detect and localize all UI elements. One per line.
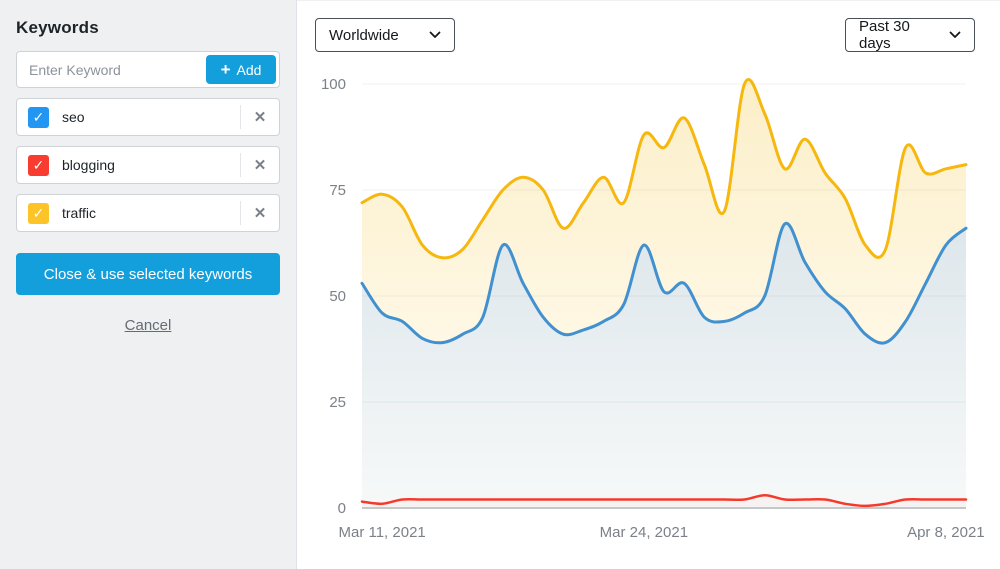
region-dropdown-value: Worldwide — [329, 26, 399, 44]
cancel-link[interactable]: Cancel — [124, 317, 172, 334]
keyword-checkbox[interactable]: ✓ — [28, 106, 49, 128]
keyword-row: ✓ traffic ✕ — [16, 194, 280, 232]
add-keyword-button[interactable]: + Add — [206, 55, 276, 84]
remove-keyword-button[interactable]: ✕ — [241, 195, 279, 231]
remove-keyword-button[interactable]: ✕ — [241, 99, 279, 135]
check-icon: ✓ — [32, 108, 45, 125]
row-divider — [240, 105, 241, 129]
plus-icon: + — [220, 59, 231, 79]
date-range-dropdown-value: Past 30 days — [859, 18, 910, 52]
panel-title: Keywords — [16, 18, 99, 37]
chevron-down-icon — [429, 31, 441, 38]
keyword-label: blogging — [62, 157, 115, 173]
keyword-label: traffic — [62, 205, 96, 221]
check-icon: ✓ — [32, 204, 45, 221]
close-icon: ✕ — [253, 109, 267, 126]
row-divider — [240, 153, 241, 177]
keywords-panel: Keywords + Add ✓ seo ✕ ✓ blogging ✕ ✓ tr… — [0, 0, 297, 569]
date-range-dropdown[interactable]: Past 30 days — [845, 18, 975, 52]
keyword-row: ✓ seo ✕ — [16, 98, 280, 136]
keyword-row: ✓ blogging ✕ — [16, 146, 280, 184]
close-icon: ✕ — [253, 205, 267, 222]
close-use-keywords-button[interactable]: Close & use selected keywords — [16, 253, 280, 295]
trends-area: Worldwide Past 30 days — [297, 0, 1000, 569]
keyword-list: ✓ seo ✕ ✓ blogging ✕ ✓ traffic ✕ — [16, 98, 280, 232]
keyword-checkbox[interactable]: ✓ — [28, 202, 49, 224]
check-icon: ✓ — [32, 156, 45, 173]
keyword-checkbox[interactable]: ✓ — [28, 154, 49, 176]
close-icon: ✕ — [253, 157, 267, 174]
add-button-label: Add — [236, 61, 262, 78]
row-divider — [240, 201, 241, 225]
remove-keyword-button[interactable]: ✕ — [241, 147, 279, 183]
keyword-label: seo — [62, 109, 85, 125]
keyword-input-group: + Add — [16, 51, 280, 88]
chevron-down-icon — [949, 31, 961, 38]
keyword-input[interactable] — [17, 52, 202, 87]
region-dropdown[interactable]: Worldwide — [315, 18, 455, 52]
